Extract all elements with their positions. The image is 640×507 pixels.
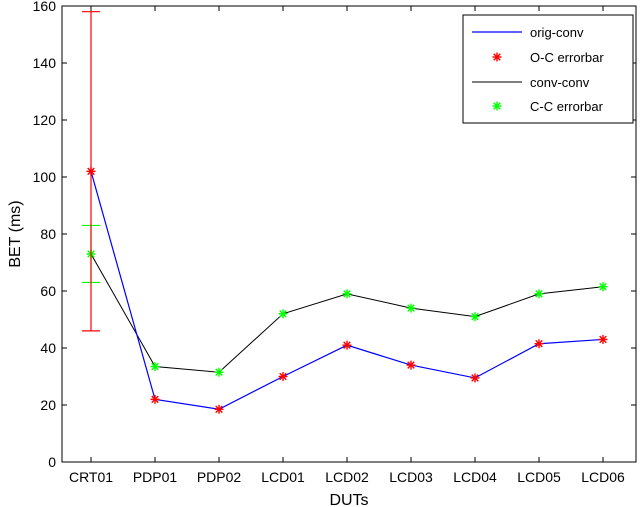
data-point-conv-conv (214, 367, 224, 377)
legend-star-icon (492, 101, 502, 111)
legend-box (462, 14, 634, 124)
legend-conv-conv-label: conv-conv (530, 75, 590, 90)
legend: orig-conv O-C errorbar conv-conv C-C err… (462, 14, 634, 124)
data-point-orig-conv (598, 334, 608, 344)
x-axis-ticks: CRT01 PDP01 PDP02 LCD01 LCD02 LCD03 LCD04 LCD05… (69, 6, 625, 485)
x-tick-label: LCD05 (517, 469, 561, 485)
legend-cc-errorbar-marker (492, 101, 502, 111)
x-tick-label: LCD02 (325, 469, 369, 485)
data-point-conv-conv (534, 289, 544, 299)
legend-cc-errorbar-label: C-C errorbar (530, 99, 604, 114)
x-tick-label: LCD06 (581, 469, 625, 485)
legend-oc-errorbar-marker (492, 52, 502, 62)
y-tick-label: 80 (40, 226, 56, 242)
series-layer (82, 11, 608, 414)
x-tick-label: LCD03 (389, 469, 433, 485)
legend-oc-errorbar-label: O-C errorbar (530, 50, 604, 65)
legend-orig-conv-label: orig-conv (530, 25, 584, 40)
y-tick-label: 0 (48, 454, 56, 470)
y-tick-label: 140 (33, 55, 57, 71)
data-point-orig-conv (470, 373, 480, 383)
y-tick-label: 40 (40, 340, 56, 356)
data-point-orig-conv (214, 404, 224, 414)
legend-star-icon (492, 52, 502, 62)
y-axis-label: BET (ms) (7, 200, 24, 267)
data-point-conv-conv (342, 289, 352, 299)
x-axis-label: DUTs (329, 492, 368, 507)
x-tick-label: LCD04 (453, 469, 497, 485)
x-tick-label: PDP01 (133, 469, 178, 485)
y-tick-label: 20 (40, 397, 56, 413)
data-point-conv-conv (470, 312, 480, 322)
data-point-orig-conv (534, 339, 544, 349)
data-point-orig-conv (278, 372, 288, 381)
data-point-orig-conv (406, 360, 416, 370)
y-tick-label: 160 (33, 0, 57, 14)
x-tick-label: LCD01 (261, 469, 305, 485)
data-point-orig-conv (150, 394, 160, 404)
y-tick-label: 100 (33, 169, 57, 185)
data-point-orig-conv (342, 340, 352, 350)
y-tick-label: 60 (40, 283, 56, 299)
x-tick-label: PDP02 (197, 469, 242, 485)
data-point-conv-conv (406, 303, 416, 313)
data-point-conv-conv (150, 362, 160, 372)
data-point-conv-conv (278, 309, 288, 319)
x-tick-label: CRT01 (69, 469, 113, 485)
y-axis-ticks: 0 20 40 60 80 100 120 140 160 (33, 0, 636, 470)
y-tick-label: 120 (33, 112, 57, 128)
data-point-orig-conv (86, 166, 96, 176)
data-point-conv-conv (598, 282, 608, 292)
